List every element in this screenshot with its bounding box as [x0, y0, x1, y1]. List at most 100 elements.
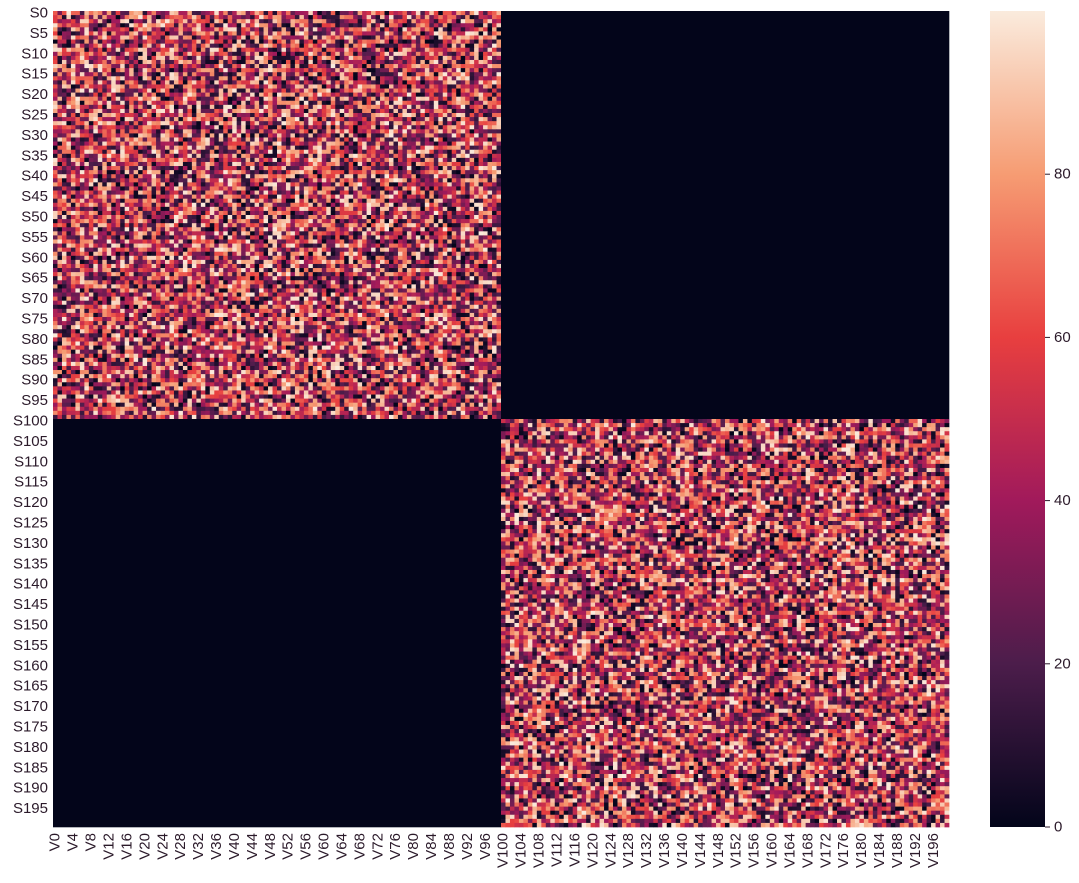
- heatmap-cell: [371, 68, 376, 73]
- heatmap-cell: [66, 11, 72, 16]
- heatmap-cell: [402, 51, 408, 57]
- heatmap-cell: [263, 133, 269, 138]
- heatmap-cell: [241, 137, 246, 142]
- heatmap-cell: [433, 27, 439, 32]
- heatmap-cell: [151, 76, 157, 81]
- heatmap-cell: [124, 178, 130, 183]
- heatmap-cell: [53, 68, 58, 73]
- heatmap-cell: [120, 19, 126, 24]
- heatmap-cell: [438, 15, 444, 20]
- heatmap-cell: [115, 100, 121, 106]
- heatmap-cell: [165, 104, 170, 110]
- heatmap-cell: [182, 108, 188, 114]
- heatmap-cell: [406, 206, 412, 212]
- heatmap-cell: [290, 117, 296, 122]
- heatmap-cell: [129, 47, 134, 53]
- heatmap-cell: [317, 88, 323, 93]
- heatmap-cell: [84, 68, 90, 73]
- heatmap-cell: [218, 194, 224, 200]
- heatmap-cell: [397, 19, 403, 24]
- heatmap-cell: [447, 166, 453, 171]
- heatmap-cell: [254, 51, 260, 57]
- heatmap-cell: [429, 11, 435, 16]
- heatmap-cell: [169, 100, 175, 106]
- heatmap-cell: [106, 194, 112, 200]
- heatmap-cell: [156, 137, 161, 142]
- heatmap-cell: [277, 174, 282, 179]
- heatmap-cell: [447, 198, 453, 204]
- heatmap-cell: [245, 198, 251, 204]
- heatmap-cell: [70, 194, 76, 200]
- heatmap-cell: [156, 47, 161, 53]
- heatmap-cell: [111, 149, 117, 155]
- heatmap-cell: [420, 133, 426, 138]
- heatmap-cell: [169, 137, 175, 142]
- heatmap-cell: [165, 68, 170, 73]
- heatmap-cell: [200, 157, 206, 163]
- heatmap-cell: [447, 59, 453, 65]
- heatmap-cell: [402, 206, 408, 212]
- heatmap-cell: [465, 186, 470, 191]
- heatmap-cell: [120, 206, 126, 212]
- heatmap-cell: [133, 157, 139, 163]
- heatmap-cell: [57, 39, 63, 44]
- heatmap-cell: [169, 186, 175, 191]
- heatmap-cell: [339, 31, 345, 36]
- heatmap-cell: [160, 145, 166, 151]
- heatmap-cell: [384, 88, 390, 93]
- heatmap-cell: [209, 108, 215, 114]
- heatmap-cell: [380, 186, 385, 191]
- heatmap-cell: [160, 39, 166, 44]
- heatmap-cell: [272, 23, 278, 28]
- heatmap-cell: [326, 84, 332, 89]
- heatmap-cell: [200, 190, 206, 195]
- heatmap-cell: [138, 92, 143, 98]
- heatmap-cell: [66, 76, 72, 81]
- heatmap-cell: [290, 141, 296, 146]
- heatmap-cell: [312, 88, 318, 93]
- heatmap-cell: [317, 194, 323, 200]
- heatmap-cell: [151, 194, 157, 200]
- heatmap-cell: [411, 23, 417, 28]
- heatmap-cell: [250, 141, 255, 146]
- heatmap-cell: [250, 88, 255, 93]
- heatmap-cell: [79, 84, 85, 89]
- heatmap-cell: [469, 59, 475, 65]
- heatmap-cell: [191, 210, 197, 216]
- heatmap-cell: [317, 100, 323, 106]
- heatmap-cell: [133, 121, 139, 126]
- heatmap-cell: [133, 64, 139, 69]
- heatmap-cell: [415, 72, 421, 77]
- heatmap-cell: [321, 182, 327, 187]
- heatmap-cell: [317, 64, 323, 69]
- heatmap-cell: [259, 68, 264, 73]
- heatmap-cell: [102, 210, 108, 216]
- heatmap-cell: [469, 166, 475, 171]
- heatmap-cell: [312, 80, 318, 85]
- heatmap-cell: [397, 23, 403, 28]
- heatmap-cell: [70, 121, 76, 126]
- heatmap-cell: [348, 51, 354, 57]
- heatmap-cell: [102, 133, 108, 138]
- heatmap-cell: [223, 202, 229, 208]
- heatmap-cell: [236, 178, 242, 183]
- heatmap-cell: [169, 88, 175, 93]
- heatmap-cell: [483, 59, 488, 65]
- heatmap-cell: [406, 51, 412, 57]
- heatmap-cell: [156, 51, 161, 57]
- heatmap-cell: [187, 194, 193, 200]
- heatmap-cell: [160, 92, 166, 98]
- heatmap-cell: [406, 141, 412, 146]
- heatmap-cell: [308, 113, 314, 118]
- heatmap-cell: [469, 206, 475, 212]
- heatmap-cell: [196, 194, 202, 200]
- heatmap-cell: [478, 166, 484, 171]
- heatmap-cell: [478, 117, 484, 122]
- heatmap-cell: [330, 76, 336, 81]
- heatmap-cell: [344, 51, 350, 57]
- heatmap-cell: [66, 141, 72, 146]
- heatmap-cell: [250, 161, 255, 167]
- heatmap-cell: [290, 80, 296, 85]
- heatmap-cell: [173, 59, 179, 65]
- heatmap-cell: [277, 125, 282, 130]
